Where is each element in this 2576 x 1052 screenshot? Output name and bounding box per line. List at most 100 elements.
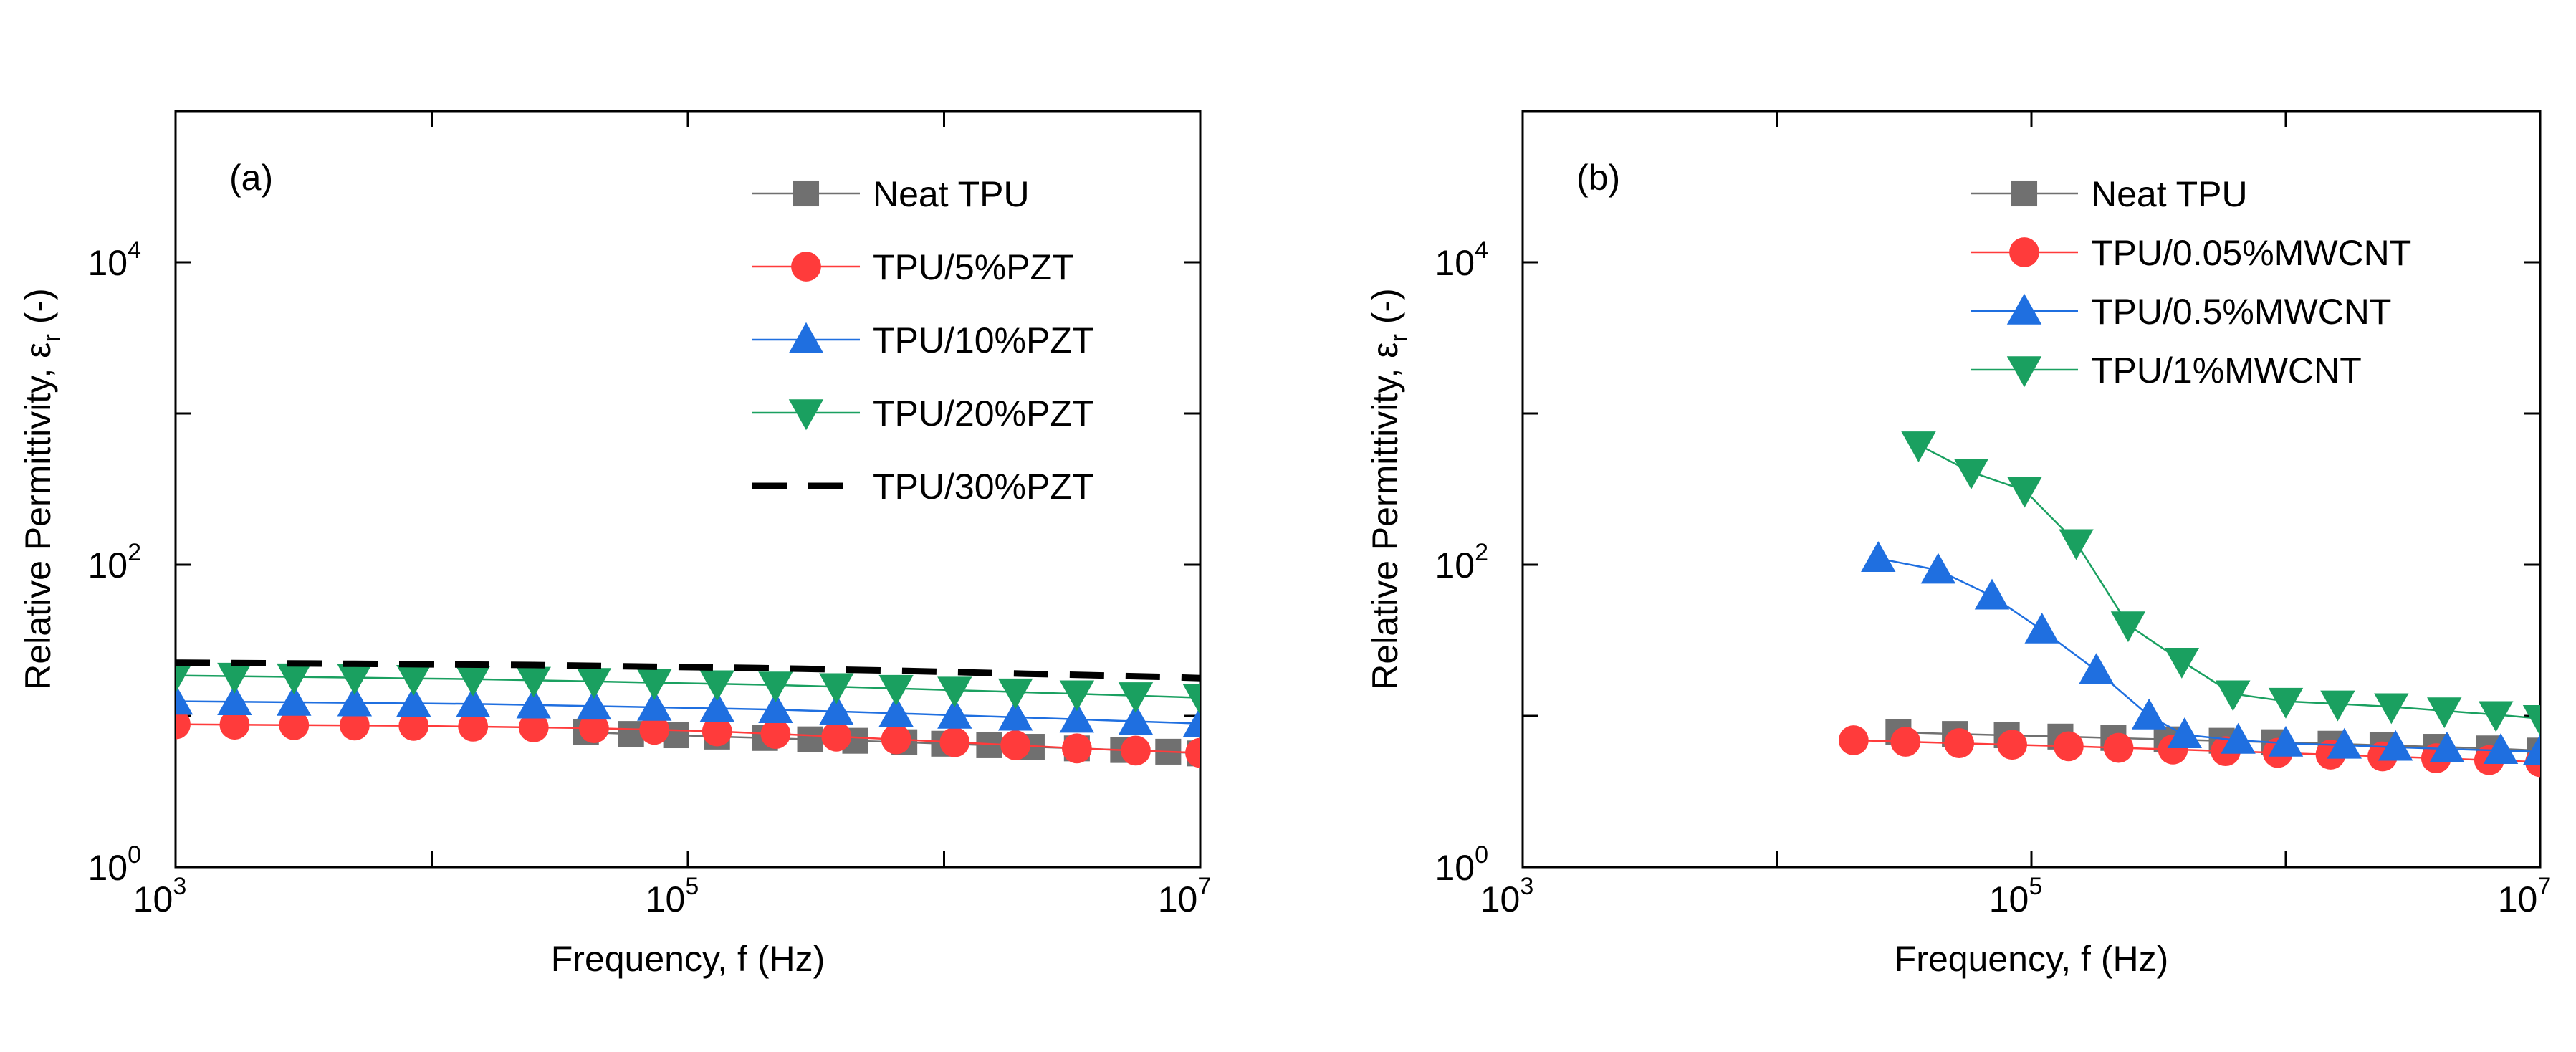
legend-marker [2006,356,2042,388]
legend-marker [2009,237,2039,267]
data-point [702,716,732,747]
series-line [176,674,1200,699]
legend-item: TPU/0.5%MWCNT [1971,292,2391,332]
data-point [576,689,612,720]
legend-marker [2006,293,2042,325]
legend-marker [791,252,821,282]
series-tpu-5-pzt [176,709,1200,768]
data-point [176,684,193,715]
data-point [337,685,373,717]
y-tick-label: 100 [87,841,141,888]
data-point [518,712,549,742]
data-point [2320,690,2355,722]
data-point [997,678,1033,709]
data-point [2110,611,2146,643]
data-point [1059,702,1095,733]
x-tick-label: 105 [646,873,699,919]
legend-label: TPU/5%PZT [873,247,1074,287]
x-axis-label: Frequency, f (Hz) [1895,939,2169,979]
data-point [2522,734,2540,765]
data-point [455,687,491,717]
legend-label: Neat TPU [873,174,1030,214]
data-point [1118,704,1154,735]
y-axis-label: Relative Permittivity, εr (-) [1365,288,1413,690]
data-point [758,671,793,703]
data-point [458,711,489,742]
data-point [1838,725,1869,755]
legend-label: TPU/10%PZT [873,320,1093,360]
data-point [2007,477,2042,508]
data-point [455,666,491,697]
data-point [819,694,854,725]
data-point [1953,459,1989,489]
data-point [2131,698,2167,730]
data-point [2167,717,2202,749]
series-tpu-20-pzt [176,661,1200,715]
x-tick-label: 103 [133,873,187,919]
data-point [516,666,551,698]
data-point [2479,701,2514,732]
data-point [2103,732,2134,763]
data-point [637,669,672,700]
data-point [2059,529,2094,560]
data-point [997,699,1033,731]
legend-marker [2011,180,2038,207]
data-point [637,689,672,721]
legend-label: TPU/30%PZT [873,467,1093,507]
data-point [819,673,854,704]
data-point [618,721,644,747]
data-point [1997,730,2028,760]
data-point [1182,706,1200,737]
legend-label: TPU/20%PZT [873,393,1093,434]
data-point [1118,682,1154,714]
data-point [277,684,312,716]
data-point [758,692,793,723]
data-point [2221,722,2256,754]
legend-marker [788,399,824,431]
data-point [1061,733,1092,764]
data-point [2024,612,2059,644]
data-point [1182,684,1200,715]
x-tick-label: 107 [2498,873,2552,919]
data-point [339,710,370,741]
legend-item: TPU/30%PZT [752,467,1093,507]
data-point [2268,725,2304,757]
y-tick-label: 100 [1435,841,1488,888]
data-point [881,724,911,755]
data-point [398,710,429,741]
panel-label: (b) [1576,158,1620,198]
y-axis-label: Relative Permittivity, εr (-) [18,288,66,690]
legend: Neat TPU TPU/5%PZT TPU/10%PZT TPU/20%PZT TPU… [752,174,1093,507]
series-line [176,659,1200,682]
data-point [2374,693,2409,725]
data-point [1890,727,1921,757]
data-point [1974,578,2010,610]
data-point [2216,680,2251,712]
data-point [760,719,791,750]
data-point [2522,705,2540,736]
data-point [937,676,972,708]
data-point [1944,728,1975,758]
x-tick-label: 105 [1989,873,2043,919]
data-point [396,664,431,696]
data-point [2079,653,2114,684]
y-tick-label: 102 [1435,539,1488,585]
data-point [176,661,193,693]
data-point [937,697,972,729]
data-point [878,674,914,706]
legend-label: TPU/1%MWCNT [2091,350,2362,391]
series-tpu-10-pzt [176,684,1200,737]
data-point [337,664,373,695]
series-tpu-0-5-mwcnt [1861,541,2540,765]
legend-item: Neat TPU [752,174,1030,214]
data-point [1121,735,1151,766]
legend-label: TPU/0.05%MWCNT [2091,233,2411,273]
data-point [219,709,250,740]
data-point [396,686,431,717]
series-tpu-30-pzt [176,659,1200,682]
data-point [2268,687,2304,719]
x-tick-label: 103 [1480,873,1534,919]
panel-label: (a) [229,158,273,198]
data-point [639,714,670,745]
